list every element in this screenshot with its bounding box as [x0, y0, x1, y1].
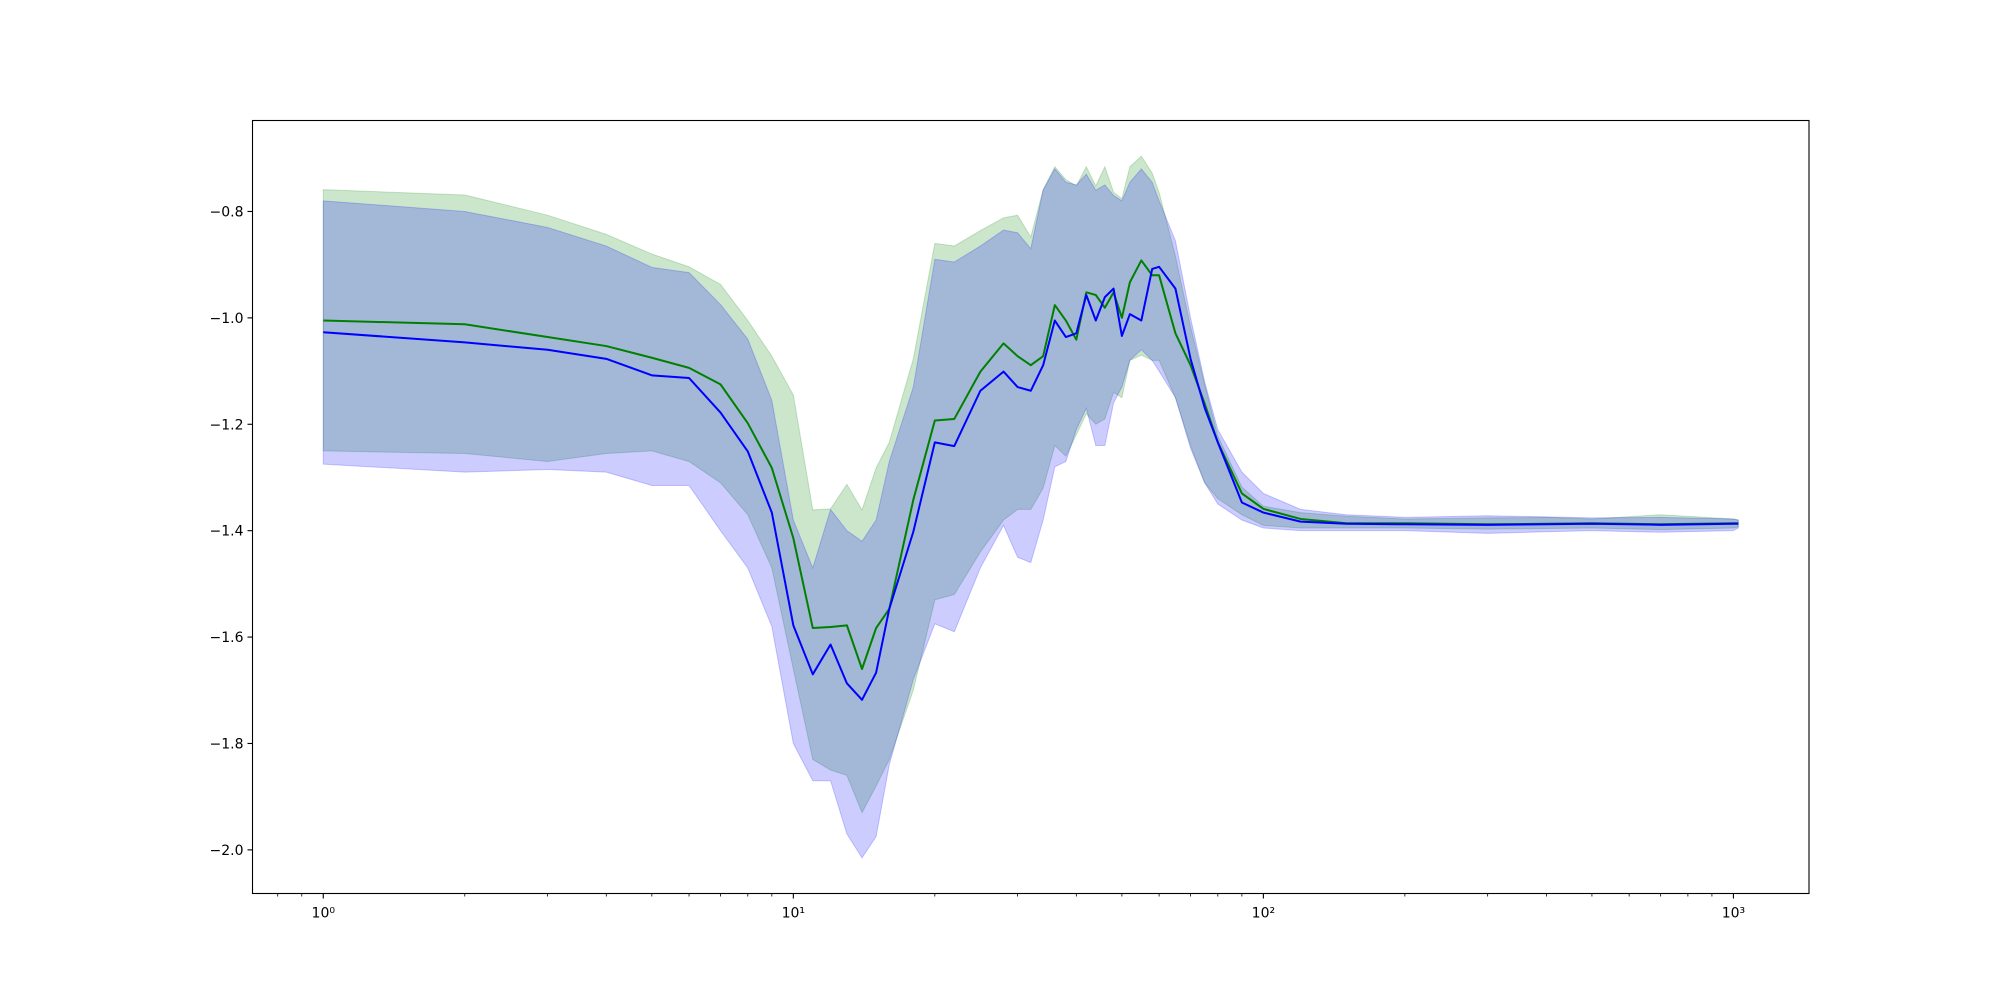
confidence-band [322, 155, 1739, 814]
y-tick-label: −1.2 [210, 417, 244, 433]
plot-frame [251, 119, 1810, 895]
y-tick-label: −1.8 [210, 736, 244, 752]
y-tick-label: −0.8 [210, 204, 244, 220]
y-tick-label: −1.6 [210, 630, 244, 646]
y-tick-label: −1.0 [210, 311, 244, 327]
line [323, 259, 1739, 670]
y-tick-label: −2.0 [210, 843, 244, 859]
x-tick-label: 10¹ [782, 906, 805, 922]
confidence-band [322, 168, 1739, 859]
x-tick-label: 10² [1252, 906, 1275, 922]
plot-area [322, 155, 1739, 859]
y-tick-label: −1.4 [210, 524, 244, 540]
line [323, 265, 1739, 701]
x-tick-label: 10³ [1722, 906, 1745, 922]
x-tick-label: 10⁰ [312, 906, 336, 922]
